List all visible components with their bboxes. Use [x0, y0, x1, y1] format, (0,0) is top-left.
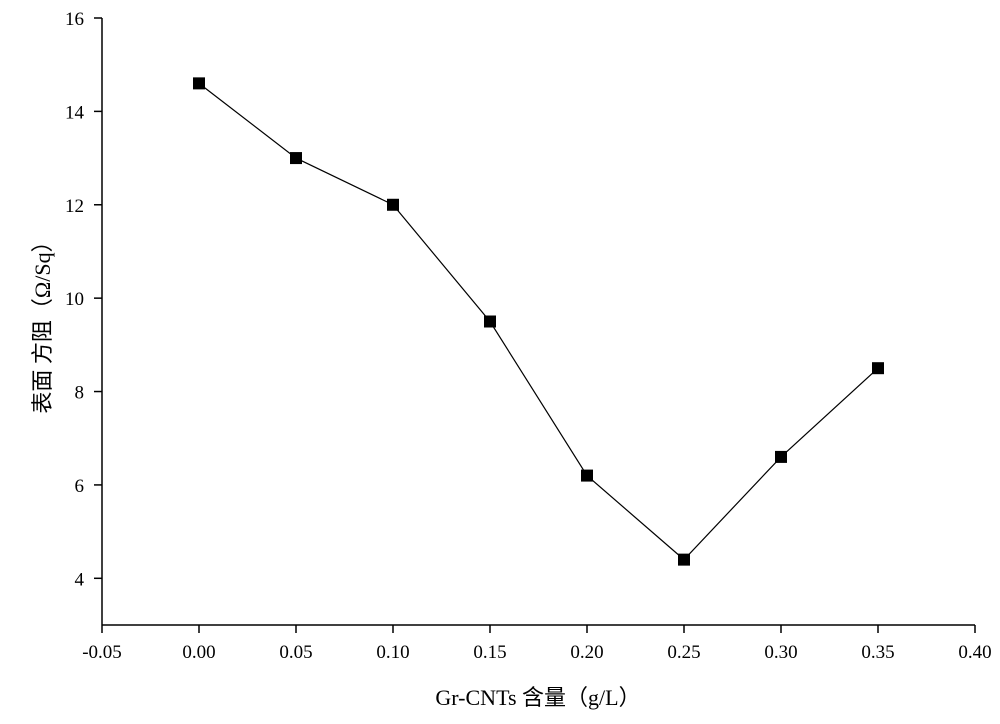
- data-point: [290, 152, 302, 164]
- data-point: [872, 362, 884, 374]
- data-point: [484, 316, 496, 328]
- x-axis-title: Gr-CNTs 含量（g/L）: [435, 685, 640, 710]
- x-tick-label: 0.05: [279, 642, 312, 663]
- x-ticks: -0.05 0.00 0.05 0.10 0.15 0.20 0.25 0.30 0.35 0.4…: [82, 625, 991, 663]
- x-tick-label: 0.25: [667, 642, 700, 663]
- x-tick-label: 0.40: [958, 642, 991, 663]
- y-ticks: 4 6 8 10 12 14 16: [65, 9, 102, 590]
- data-point: [193, 77, 205, 89]
- x-tick-label: 0.35: [861, 642, 894, 663]
- x-tick-label: 0.10: [376, 642, 409, 663]
- x-tick-label: 0.20: [570, 642, 603, 663]
- y-tick-label: 12: [65, 196, 84, 217]
- x-tick-label: 0.30: [764, 642, 797, 663]
- y-tick-label: 4: [75, 569, 85, 590]
- data-point: [678, 554, 690, 566]
- data-point: [387, 199, 399, 211]
- data-point: [581, 470, 593, 482]
- y-tick-label: 6: [75, 476, 85, 497]
- y-tick-label: 16: [65, 9, 84, 30]
- y-tick-label: 8: [75, 383, 85, 404]
- x-tick-label: 0.00: [182, 642, 215, 663]
- x-tick-label: 0.15: [473, 642, 506, 663]
- y-axis-title: 表面 方阻（Ω/Sq）: [30, 230, 55, 413]
- series-points: [193, 77, 884, 565]
- y-tick-label: 10: [65, 289, 84, 310]
- data-point: [775, 451, 787, 463]
- y-tick-label: 14: [65, 102, 85, 123]
- x-tick-label: -0.05: [82, 642, 122, 663]
